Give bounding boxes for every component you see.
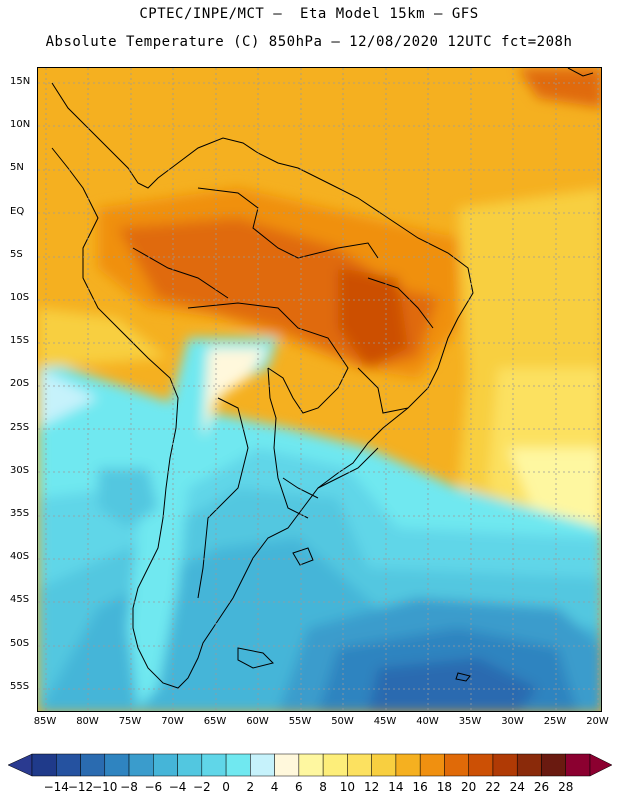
lon-tick-label: 85W [33, 716, 57, 727]
lat-tick-label: EQ [10, 205, 25, 217]
colorbar-tick-label: 10 [339, 780, 356, 794]
colorbar-swatch [31, 753, 57, 777]
lat-tick-label: 10S [10, 292, 30, 303]
lat-tick-label: 35S [10, 508, 30, 519]
colorbar-swatch [201, 753, 227, 777]
colorbar-tick-label: 14 [388, 780, 404, 794]
lat-tick-label: 45S [10, 594, 30, 606]
map-title-line1: CPTEC/INPE/MCT – Eta Model 15km – GFS [139, 6, 479, 22]
colorbar-swatch [395, 753, 421, 777]
colorbar-tick-label: 8 [319, 780, 327, 794]
colorbar-swatch [516, 753, 542, 777]
colorbar-swatch [444, 753, 469, 777]
colorbar-tick-label: −6 [144, 780, 163, 794]
temperature-map [37, 67, 602, 712]
colorbar-tick-label: 12 [364, 780, 380, 794]
lat-tick-label: 15S [10, 335, 30, 347]
colorbar-tick-label: 16 [412, 780, 428, 794]
colorbar-tick-label: −10 [92, 780, 118, 794]
lon-tick-label: 50W [331, 716, 354, 727]
colorbar-right-arrow [589, 753, 613, 777]
colorbar-tick-label: −8 [120, 780, 138, 794]
map-canvas [38, 68, 601, 711]
colorbar-tick-label: 18 [436, 780, 453, 794]
colorbar-tick-label: 26 [533, 780, 550, 794]
colorbar-swatch [177, 753, 203, 777]
colorbar-swatch [371, 753, 397, 777]
colorbar-swatch [468, 753, 494, 777]
lon-tick-label: 60W [246, 716, 269, 727]
lon-tick-label: 65W [203, 716, 227, 727]
lat-tick-label: 40S [10, 551, 30, 563]
colorbar-swatch [56, 753, 81, 777]
colorbar-tick-label: −12 [67, 780, 94, 794]
lat-tick-label: 10N [10, 119, 31, 131]
lat-tick-label: 20S [10, 378, 30, 390]
colorbar-swatch [274, 753, 300, 777]
lat-tick-label: 50S [10, 637, 30, 649]
lon-tick-label: 75W [118, 716, 142, 727]
colorbar-tick-label: 22 [485, 780, 501, 794]
colorbar-tick-label: 4 [270, 780, 279, 794]
colorbar-tick-label: 6 [295, 780, 303, 794]
lon-tick-label: 35W [458, 716, 482, 727]
colorbar-swatch [419, 753, 445, 777]
lon-tick-label: 80W [76, 716, 99, 727]
colorbar-tick-label: 2 [246, 780, 255, 794]
colorbar-tick-label: −2 [192, 780, 211, 794]
graticule [38, 68, 601, 711]
colorbar-swatch [492, 753, 518, 777]
colorbar-swatch [347, 753, 372, 777]
colorbar-swatch [104, 753, 130, 777]
colorbar-tick-label: 0 [222, 780, 230, 794]
lon-tick-label: 25W [543, 716, 567, 727]
map-title-line2: Absolute Temperature (C) 850hPa – 12/08/… [45, 34, 573, 50]
colorbar-swatch [153, 753, 178, 777]
colorbar-left-arrow [7, 753, 33, 777]
colorbar-swatch [322, 753, 348, 777]
lon-tick-label: 40W [416, 716, 439, 727]
lon-tick-label: 20W [586, 716, 609, 727]
lon-tick-label: 55W [288, 716, 312, 727]
lat-tick-label: 25S [10, 421, 30, 433]
colorbar-swatch [128, 753, 154, 777]
lon-tick-label: 45W [373, 716, 397, 727]
colorbar-swatch [80, 753, 106, 777]
lat-tick-label: 30S [10, 464, 30, 476]
colorbar-swatch [250, 753, 275, 777]
colorbar [7, 753, 613, 777]
colorbar-tick-label: 20 [461, 780, 477, 794]
colorbar-tick-label: −4 [168, 780, 187, 794]
lat-tick-label: 15N [10, 76, 31, 87]
colorbar-tick-label: 28 [558, 780, 574, 794]
lat-tick-label: 5N [10, 162, 24, 174]
colorbar-swatch [565, 753, 591, 777]
lat-tick-label: 55S [10, 680, 30, 692]
colorbar-swatch [225, 753, 251, 777]
colorbar-swatch [298, 753, 324, 777]
colorbar-swatch [541, 753, 566, 777]
colorbar-tick-label: −14 [43, 780, 69, 794]
lat-tick-label: 5S [10, 248, 23, 260]
lon-tick-label: 70W [161, 716, 184, 727]
lon-tick-label: 30W [501, 716, 524, 727]
colorbar-tick-label: 24 [509, 780, 525, 794]
